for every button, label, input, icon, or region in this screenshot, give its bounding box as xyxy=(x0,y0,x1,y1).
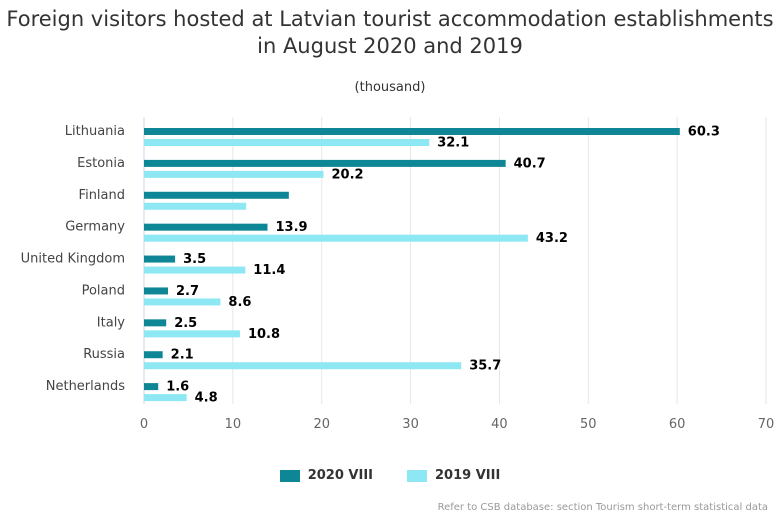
x-tick-label-50: 50 xyxy=(580,417,597,432)
data-label-netherlands-2020: 1.6 xyxy=(166,380,189,395)
bar-finland-2020 xyxy=(144,191,289,199)
data-label-united-kingdom-2020: 3.5 xyxy=(183,252,206,267)
x-tick-label-10: 10 xyxy=(225,417,242,432)
legend-swatch-2019 xyxy=(407,469,427,482)
category-label-netherlands: Netherlands xyxy=(46,379,125,394)
category-label-poland: Poland xyxy=(82,283,125,298)
x-tick-label-20: 20 xyxy=(313,417,330,432)
category-label-estonia: Estonia xyxy=(77,156,125,171)
data-label-russia-2020: 2.1 xyxy=(171,348,194,363)
x-tick-label-70: 70 xyxy=(758,417,775,432)
category-label-lithuania: Lithuania xyxy=(65,124,125,139)
bar-germany-2019 xyxy=(144,234,528,242)
data-label-united-kingdom-2019: 11.4 xyxy=(253,263,285,278)
data-label-estonia-2020: 40.7 xyxy=(514,156,546,171)
bar-italy-2019 xyxy=(144,330,240,338)
chart-title: Foreign visitors hosted at Latvian touri… xyxy=(6,7,774,58)
bar-chart: 0 10 20 30 40 50 60 70 Lithuania 60.3 32.1 Estonia 4… xyxy=(21,117,775,432)
category-label-united-kingdom: United Kingdom xyxy=(21,252,125,267)
data-label-lithuania-2020: 60.3 xyxy=(688,125,720,140)
data-label-poland-2019: 8.6 xyxy=(228,295,251,310)
bar-poland-2020 xyxy=(144,287,168,295)
bar-united-kingdom-2019 xyxy=(144,266,246,274)
bar-finland-2019 xyxy=(144,202,247,210)
category-label-finland: Finland xyxy=(79,188,125,203)
bar-estonia-2019 xyxy=(144,170,324,178)
data-label-italy-2020: 2.5 xyxy=(174,316,197,331)
legend-label-2019: 2019 VIII xyxy=(435,468,501,483)
data-label-germany-2020: 13.9 xyxy=(276,220,308,235)
bar-united-kingdom-2020 xyxy=(144,255,176,263)
x-tick-label-60: 60 xyxy=(669,417,686,432)
bar-estonia-2020 xyxy=(144,159,506,167)
bar-germany-2020 xyxy=(144,223,268,231)
x-tick-label-40: 40 xyxy=(491,417,508,432)
bar-poland-2019 xyxy=(144,298,221,306)
legend: 2020 VIII 2019 VIII xyxy=(0,468,780,483)
legend-swatch-2020 xyxy=(279,469,300,482)
data-label-germany-2019: 43.2 xyxy=(536,231,568,246)
bar-italy-2020 xyxy=(144,319,167,327)
category-label-italy: Italy xyxy=(97,315,126,330)
data-label-netherlands-2019: 4.8 xyxy=(195,391,218,406)
chart-subtitle: (thousand) xyxy=(354,80,426,95)
category-label-germany: Germany xyxy=(65,220,125,235)
legend-item-2019[interactable]: 2019 VIII xyxy=(407,468,500,483)
data-label-lithuania-2019: 32.1 xyxy=(437,136,469,151)
data-label-russia-2019: 35.7 xyxy=(469,359,501,374)
data-label-poland-2020: 2.7 xyxy=(176,284,199,299)
x-tick-label-30: 30 xyxy=(402,417,419,432)
data-label-estonia-2019: 20.2 xyxy=(331,167,363,182)
credits-link[interactable]: Refer to CSB database: section Tourism s… xyxy=(437,502,768,513)
x-tick-label-0: 0 xyxy=(140,417,148,432)
bar-netherlands-2020 xyxy=(144,383,159,391)
data-label-italy-2019: 10.8 xyxy=(248,327,280,342)
bar-lithuania-2019 xyxy=(144,139,430,146)
bar-lithuania-2020 xyxy=(144,128,680,135)
legend-item-2020[interactable]: 2020 VIII xyxy=(279,468,373,483)
category-label-russia: Russia xyxy=(83,347,125,362)
bar-russia-2019 xyxy=(144,362,462,370)
bar-russia-2020 xyxy=(144,351,163,359)
bar-netherlands-2019 xyxy=(144,394,187,402)
legend-label-2020: 2020 VIII xyxy=(307,468,373,483)
